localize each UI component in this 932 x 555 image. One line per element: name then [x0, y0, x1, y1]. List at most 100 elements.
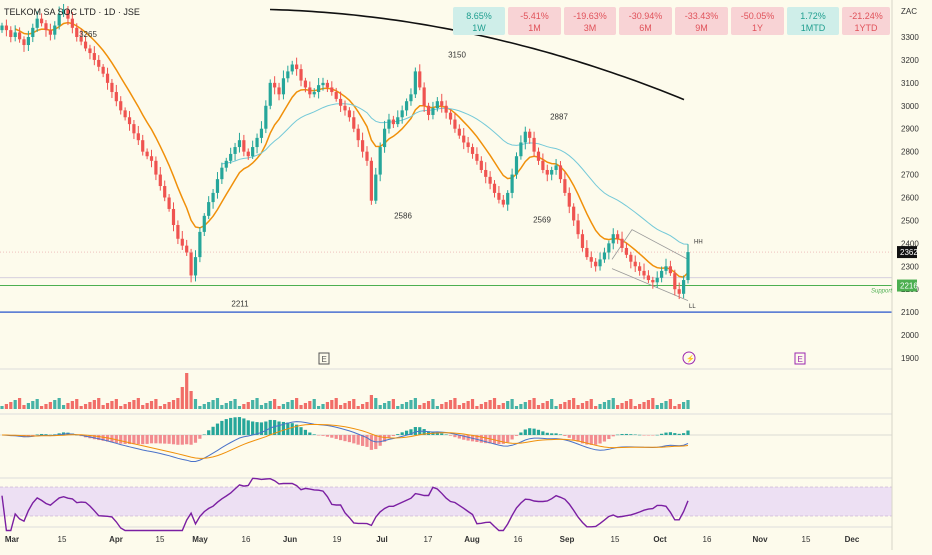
ema-short-line [14, 21, 689, 278]
candle-body [215, 179, 220, 193]
perf-pct: 1.72% [800, 11, 826, 21]
volume-bar [387, 401, 391, 409]
volume-bar [39, 406, 44, 409]
perf-pct: -19.63% [573, 11, 607, 21]
candle-body [396, 117, 400, 125]
volume-bar [585, 401, 589, 409]
rsi-pane: 7525 [0, 477, 908, 532]
candle-body [682, 280, 686, 294]
candle-body [149, 156, 154, 161]
candle-body [589, 257, 593, 262]
volume-bar [431, 399, 435, 409]
symbol-title[interactable]: TELKOM SA SOC LTD · 1D · JSE [4, 7, 140, 17]
perf-pct: -50.05% [740, 11, 775, 21]
time-tick-label: Sep [560, 535, 575, 544]
perf-period: 1W [472, 23, 486, 33]
perf-period: 1M [528, 23, 541, 33]
perf-box-1ytd[interactable]: -21.24% 1YTD [842, 7, 890, 35]
volume-bar [31, 401, 35, 409]
macd-histogram-bar [501, 435, 505, 444]
time-tick-label: 16 [514, 535, 523, 544]
candle-body [211, 192, 215, 203]
candle-body [686, 252, 690, 281]
volume-bar [536, 405, 541, 409]
candle-body [620, 238, 624, 248]
time-tick-label: Nov [752, 535, 768, 544]
volume-bar [523, 402, 527, 409]
volume-bar [317, 406, 321, 409]
perf-box-6m[interactable]: -30.94% 6M [619, 7, 672, 35]
macd-histogram-bar [246, 420, 250, 435]
candle-body [598, 259, 602, 267]
perf-pct: -5.41% [520, 11, 549, 21]
time-tick-label: Jul [376, 535, 388, 544]
candle-body [176, 225, 180, 239]
macd-histogram-bar [356, 435, 360, 445]
candle-body [308, 87, 312, 95]
macd-histogram-bar [616, 434, 620, 436]
volume-bar [339, 405, 343, 409]
candle-body [295, 64, 299, 70]
volume-bar [92, 400, 96, 409]
candle-body [79, 37, 83, 42]
time-tick-label: 17 [424, 535, 433, 544]
candle-body [409, 94, 413, 102]
volume-bar [668, 399, 673, 409]
candle-body [369, 160, 373, 201]
macd-histogram-bar [563, 435, 567, 436]
volume-bar [563, 402, 567, 409]
perf-pct: -33.43% [684, 11, 719, 21]
support-price-tag-label: 2216 [900, 282, 918, 291]
perf-box-3m[interactable]: -19.63% 3M [564, 7, 616, 35]
candle-body [457, 128, 461, 136]
perf-box-9m[interactable]: -33.43% 9M [675, 7, 728, 35]
candle-body [0, 25, 4, 31]
macd-histogram-bar [655, 434, 659, 436]
perf-box-1w[interactable]: 8.65% 1W [453, 7, 505, 35]
macd-histogram-bar [233, 417, 237, 435]
volume-bar [141, 405, 145, 409]
candle-body [255, 137, 259, 148]
candle-body [136, 133, 140, 141]
volume-bar [646, 400, 651, 409]
candle-body [224, 160, 228, 168]
support-price-tag [897, 279, 917, 292]
candle-body [61, 9, 66, 15]
macd-histogram-bar [558, 434, 563, 435]
perf-box-1mtd[interactable]: 1.72% 1MTD [787, 7, 839, 35]
candle-body [453, 119, 457, 129]
candle-body [629, 254, 633, 262]
macd-histogram-bar [268, 419, 272, 435]
volume-bar [308, 401, 312, 409]
candle-body [343, 105, 347, 111]
time-axis: Mar 15 Apr 15 May 16 Jun 19 Jul 17 Aug 16 Sep 15 Oct 16… [5, 535, 860, 544]
macd-histogram-bar [44, 434, 48, 435]
macd-histogram-bar [528, 428, 532, 435]
channel-upper [611, 229, 689, 260]
candle-body [462, 135, 466, 143]
macd-histogram-bar [514, 435, 519, 436]
candle-body [70, 18, 74, 28]
candle-body [158, 174, 162, 187]
perf-box-1y[interactable]: -50.05% 1Y [731, 7, 784, 35]
ema-long-line [221, 103, 689, 245]
macd-histogram-bar [211, 426, 215, 435]
volume-bar [528, 400, 532, 409]
volume-bar [501, 403, 505, 409]
candle-body [554, 165, 558, 170]
candle-body [251, 147, 255, 157]
volume-bar [360, 404, 365, 409]
volume-bar [440, 404, 444, 409]
signal-line [2, 424, 689, 459]
candle-body [286, 71, 290, 79]
macd-histogram-bar [404, 430, 409, 435]
volume-bar [651, 398, 655, 409]
candle-body [237, 140, 242, 148]
volume-bar [290, 400, 294, 409]
candle-body [66, 9, 70, 19]
macd-histogram-bar [53, 434, 57, 435]
volume-bar [475, 406, 479, 409]
perf-box-1m[interactable]: -5.41% 1M [508, 7, 561, 35]
pivot-label: 3150 [448, 50, 466, 59]
